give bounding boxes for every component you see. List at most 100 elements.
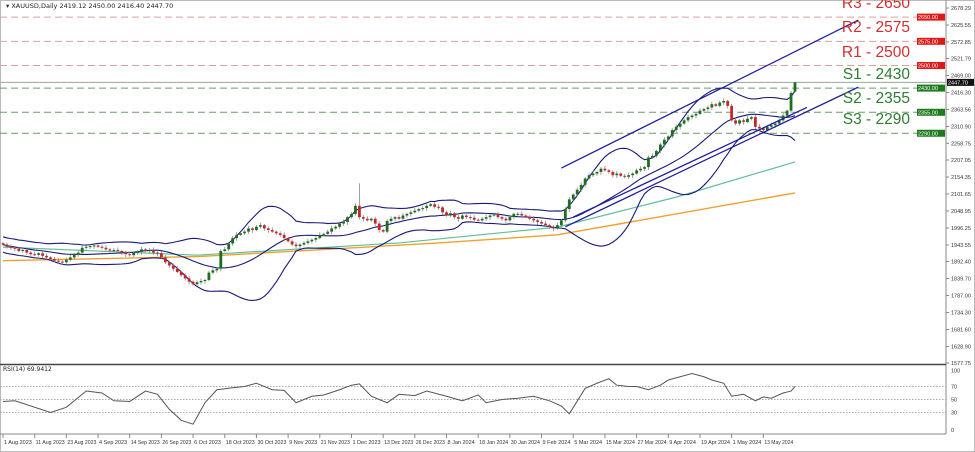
candle-body[interactable]: [457, 217, 460, 219]
candle-body[interactable]: [742, 120, 745, 122]
candle-body[interactable]: [445, 212, 448, 216]
candle-body[interactable]: [156, 252, 159, 254]
candle-body[interactable]: [631, 173, 635, 176]
candle-body[interactable]: [496, 214, 500, 218]
candle-body[interactable]: [124, 252, 128, 255]
candle-body[interactable]: [136, 251, 140, 253]
candle-body[interactable]: [524, 215, 528, 218]
candle-body[interactable]: [405, 213, 409, 216]
candle-body[interactable]: [643, 167, 646, 169]
candle-body[interactable]: [734, 120, 737, 124]
candle-body[interactable]: [167, 262, 171, 266]
candle-body[interactable]: [460, 215, 464, 219]
candle-body[interactable]: [773, 123, 777, 126]
candle-body[interactable]: [144, 249, 147, 251]
candle-body[interactable]: [354, 205, 357, 214]
candle-body[interactable]: [393, 217, 397, 219]
candle-body[interactable]: [611, 171, 615, 176]
candle-body[interactable]: [492, 214, 496, 216]
candle-body[interactable]: [413, 210, 417, 213]
candle-body[interactable]: [686, 117, 690, 121]
candle-body[interactable]: [508, 217, 512, 221]
candle-body[interactable]: [484, 217, 488, 219]
candle-body[interactable]: [670, 130, 674, 137]
candle-body[interactable]: [746, 118, 749, 122]
candle-body[interactable]: [314, 238, 318, 240]
candle-body[interactable]: [128, 254, 132, 256]
candle-body[interactable]: [334, 226, 338, 229]
candle-body[interactable]: [623, 175, 627, 177]
candle-body[interactable]: [698, 110, 702, 114]
candle-body[interactable]: [694, 113, 698, 116]
candle-body[interactable]: [278, 233, 282, 235]
candle-body[interactable]: [655, 150, 658, 156]
candle-body[interactable]: [706, 107, 710, 110]
candle-body[interactable]: [215, 268, 219, 271]
candle-body[interactable]: [793, 82, 797, 92]
candle-body[interactable]: [104, 247, 108, 250]
candle-body[interactable]: [635, 170, 638, 174]
candle-body[interactable]: [500, 217, 504, 219]
candle-body[interactable]: [437, 206, 440, 208]
candle-body[interactable]: [369, 218, 373, 221]
candle-body[interactable]: [504, 218, 508, 221]
candle-body[interactable]: [21, 250, 25, 252]
candle-body[interactable]: [441, 207, 444, 213]
candle-body[interactable]: [120, 250, 124, 253]
candle-body[interactable]: [429, 204, 433, 206]
candle-body[interactable]: [389, 218, 393, 221]
candle-body[interactable]: [255, 226, 258, 231]
candle-body[interactable]: [647, 157, 650, 168]
candle-body[interactable]: [160, 253, 163, 258]
candle-body[interactable]: [449, 213, 452, 216]
candle-body[interactable]: [318, 234, 322, 239]
candle-body[interactable]: [615, 173, 619, 176]
candle-body[interactable]: [346, 217, 349, 222]
candle-body[interactable]: [330, 228, 334, 232]
candle-body[interactable]: [512, 213, 516, 218]
candle-body[interactable]: [223, 249, 227, 251]
candle-body[interactable]: [25, 250, 29, 253]
candle-body[interactable]: [322, 233, 326, 235]
candle-body[interactable]: [603, 168, 607, 171]
candle-body[interactable]: [140, 249, 143, 252]
candle-body[interactable]: [270, 230, 274, 232]
candle-body[interactable]: [789, 92, 793, 111]
candle-body[interactable]: [302, 242, 306, 245]
candle-body[interactable]: [480, 218, 484, 221]
candle-body[interactable]: [29, 252, 33, 255]
candle-body[interactable]: [567, 199, 571, 210]
candle-body[interactable]: [239, 233, 242, 235]
candle-body[interactable]: [219, 250, 223, 269]
candle-body[interactable]: [552, 226, 555, 229]
candle-body[interactable]: [528, 217, 532, 219]
candle-body[interactable]: [203, 280, 207, 282]
candle-body[interactable]: [187, 278, 191, 282]
candle-body[interactable]: [556, 225, 559, 229]
candle-body[interactable]: [80, 247, 84, 253]
candle-body[interactable]: [49, 257, 52, 260]
candle-body[interactable]: [548, 225, 551, 227]
candle-body[interactable]: [520, 213, 524, 216]
candle-body[interactable]: [195, 282, 199, 285]
candle-body[interactable]: [231, 238, 235, 244]
candle-body[interactable]: [385, 220, 389, 232]
candle-body[interactable]: [259, 225, 262, 227]
candle-body[interactable]: [290, 241, 294, 245]
candle-body[interactable]: [579, 184, 583, 190]
candle-body[interactable]: [761, 128, 765, 131]
candle-body[interactable]: [358, 205, 361, 218]
candle-body[interactable]: [540, 221, 543, 224]
candle-body[interactable]: [754, 117, 757, 127]
candle-body[interactable]: [718, 102, 722, 106]
candle-body[interactable]: [714, 104, 718, 106]
candle-body[interactable]: [651, 155, 654, 158]
candle-body[interactable]: [536, 220, 539, 222]
candle-body[interactable]: [37, 253, 41, 255]
candle-body[interactable]: [662, 139, 666, 145]
candle-body[interactable]: [112, 250, 116, 252]
candle-body[interactable]: [286, 238, 290, 242]
candle-body[interactable]: [365, 218, 369, 221]
candle-body[interactable]: [17, 248, 21, 251]
